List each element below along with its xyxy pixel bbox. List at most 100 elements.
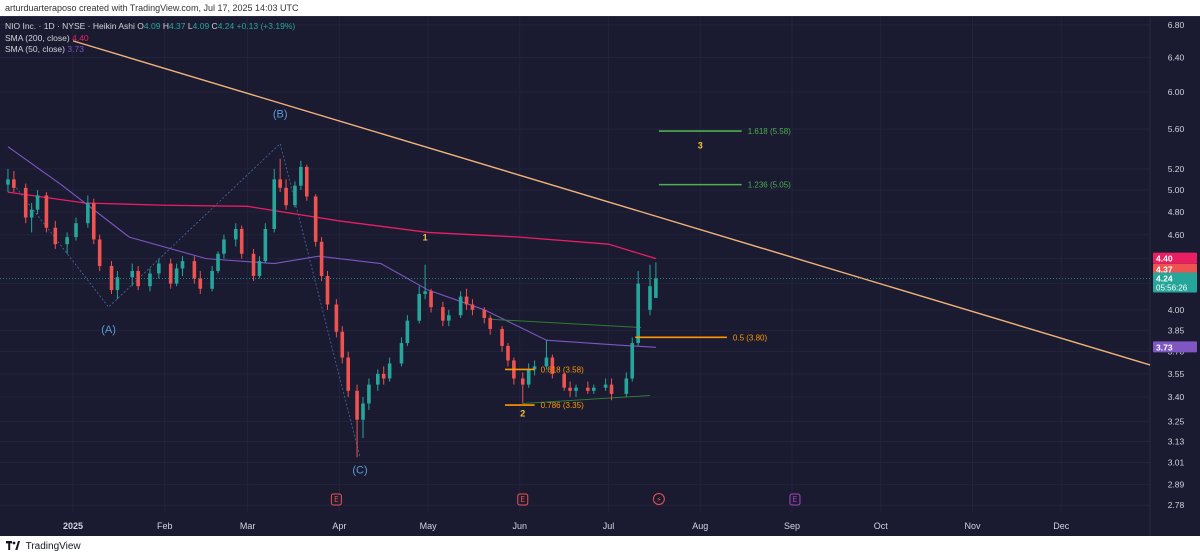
sma50-label: SMA (50, close) bbox=[5, 44, 65, 54]
candle-body bbox=[544, 357, 549, 367]
sma50-line bbox=[7, 146, 656, 348]
candle-body bbox=[340, 331, 345, 358]
channel-line bbox=[522, 395, 651, 404]
ohlc-legend: NIO Inc. · 1D · NYSE · Heikin Ashi O4.09… bbox=[5, 21, 295, 31]
y-tick-label: 5.20 bbox=[1168, 164, 1185, 174]
candle-body bbox=[174, 268, 179, 284]
candle-body bbox=[405, 320, 410, 344]
candle-body bbox=[526, 369, 531, 385]
high-value: 4.37 bbox=[168, 21, 186, 31]
candle-body bbox=[44, 195, 49, 228]
wave-label: 1 bbox=[423, 233, 428, 243]
open-label: O bbox=[137, 21, 144, 31]
y-tick-label: 3.01 bbox=[1168, 458, 1185, 468]
fib-level-label: 0.5 (3.80) bbox=[733, 333, 768, 342]
event-marker-label: E bbox=[520, 495, 525, 504]
price-badge-label: 4.37 bbox=[1156, 265, 1173, 275]
wave-label: 2 bbox=[520, 408, 525, 418]
candle-body bbox=[636, 283, 640, 344]
x-tick-label: Jul bbox=[603, 521, 615, 531]
x-tick-label: Aug bbox=[692, 521, 708, 531]
y-tick-label: 2.78 bbox=[1168, 500, 1185, 510]
candle-body bbox=[272, 179, 277, 229]
candle-body bbox=[648, 286, 652, 310]
x-tick-label: Oct bbox=[874, 521, 889, 531]
tradingview-logo-icon bbox=[6, 541, 20, 550]
candle-body bbox=[568, 387, 572, 391]
price-badge bbox=[1153, 263, 1197, 275]
candle-body bbox=[367, 384, 371, 404]
candle-body bbox=[423, 291, 427, 294]
candle-body bbox=[29, 209, 34, 218]
wave-label: (A) bbox=[101, 324, 116, 336]
fib-level-label: 1.618 (5.58) bbox=[748, 127, 791, 136]
chart-area[interactable]: 6.806.406.005.605.205.004.804.604.404.20… bbox=[0, 16, 1200, 537]
y-tick-label: 5.60 bbox=[1168, 124, 1185, 134]
price-badge-label: 4.40 bbox=[1156, 254, 1173, 264]
candle-body bbox=[263, 228, 268, 262]
earnings-marker bbox=[330, 493, 342, 506]
channel-line bbox=[490, 318, 642, 329]
credit-text: arturduarteraposo created with TradingVi… bbox=[5, 3, 299, 13]
y-tick-label: 6.00 bbox=[1168, 87, 1185, 97]
price-badge-label: 4.24 bbox=[1156, 274, 1173, 284]
candle-body bbox=[355, 390, 359, 420]
candle-body bbox=[532, 366, 537, 370]
candle-body bbox=[470, 304, 475, 310]
wave-label: (C) bbox=[352, 464, 367, 476]
candle-body bbox=[429, 291, 433, 308]
wave-label: (B) bbox=[273, 109, 288, 121]
x-tick-label: Dec bbox=[1053, 521, 1070, 531]
candle-body bbox=[278, 179, 282, 188]
trendline bbox=[72, 40, 1151, 366]
symbol-label: NIO Inc. · 1D · NYSE · Heikin Ashi bbox=[5, 21, 135, 31]
candle-body bbox=[74, 223, 78, 238]
candle-body bbox=[239, 228, 244, 254]
price-chart[interactable]: 6.806.406.005.605.205.004.804.604.404.20… bbox=[0, 17, 1200, 537]
candle-body bbox=[109, 266, 114, 291]
candle-body bbox=[375, 373, 380, 385]
candle-body bbox=[417, 293, 422, 321]
candle-body bbox=[180, 261, 185, 269]
candle-body bbox=[65, 237, 69, 245]
footer-bar: TradingView bbox=[0, 536, 1200, 556]
candle-body bbox=[399, 343, 404, 364]
candle-body bbox=[115, 277, 120, 291]
sma200-label: SMA (200, close) bbox=[5, 33, 70, 43]
candle-body bbox=[591, 387, 596, 391]
candle-body bbox=[446, 315, 451, 321]
wave-path bbox=[13, 142, 361, 458]
sma200-value: 4.40 bbox=[72, 33, 89, 43]
fib-level-label: 0.618 (3.58) bbox=[541, 365, 584, 374]
earnings-marker bbox=[789, 493, 801, 506]
x-tick-label: Apr bbox=[332, 521, 346, 531]
x-tick-label: Feb bbox=[157, 521, 173, 531]
candle-body bbox=[550, 357, 555, 374]
candle-body bbox=[284, 187, 288, 206]
candle-body bbox=[520, 378, 525, 385]
price-badge-label: 3.73 bbox=[1156, 342, 1173, 352]
candle-body bbox=[210, 270, 214, 289]
sma200-legend[interactable]: SMA (200, close) 4.40 bbox=[5, 33, 89, 43]
candle-body bbox=[586, 387, 590, 391]
event-marker-label: ⚡ bbox=[656, 495, 661, 504]
earnings-marker bbox=[517, 493, 529, 506]
close-value: 4.24 bbox=[217, 21, 235, 31]
candle-body bbox=[293, 185, 297, 206]
candle-body bbox=[148, 273, 152, 287]
y-tick-label: 4.60 bbox=[1168, 230, 1185, 240]
candle-body bbox=[334, 304, 339, 332]
price-badge bbox=[1153, 272, 1197, 293]
candle-body bbox=[35, 195, 40, 210]
candle-body bbox=[157, 263, 161, 274]
candle-body bbox=[12, 179, 16, 188]
fib-level-label: 0.786 (3.35) bbox=[541, 401, 584, 410]
candle-body bbox=[381, 373, 386, 379]
candle-body bbox=[313, 196, 318, 242]
candle-body bbox=[97, 239, 102, 267]
sma50-legend[interactable]: SMA (50, close) 3.73 bbox=[5, 44, 84, 54]
event-marker-label: E bbox=[793, 495, 798, 504]
candle-body bbox=[257, 261, 262, 276]
candle-body bbox=[387, 363, 392, 379]
credit-bar: arturduarteraposo created with TradingVi… bbox=[0, 0, 1200, 16]
